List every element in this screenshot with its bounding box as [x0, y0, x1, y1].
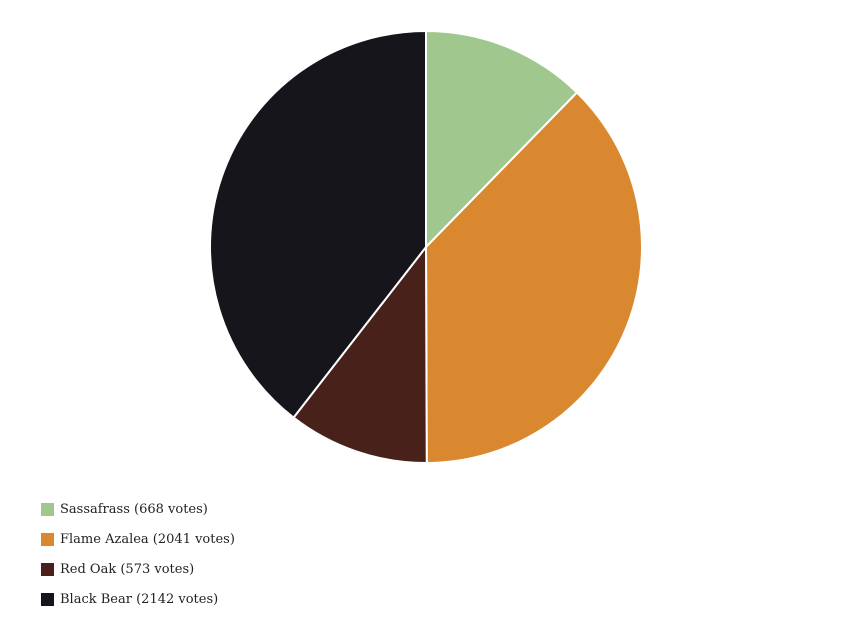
legend-label-flame-azalea: Flame Azalea (2041 votes) [60, 531, 235, 547]
pie-slice-black-bear [209, 30, 427, 419]
legend-swatch-flame-azalea [41, 532, 54, 546]
legend-item-red-oak: Red Oak (573 votes) [41, 554, 235, 584]
legend-label-black-bear: Black Bear (2142 votes) [60, 591, 219, 607]
legend-item-flame-azalea: Flame Azalea (2041 votes) [41, 524, 235, 554]
pie-slice-red-oak [292, 246, 428, 464]
legend-swatch-sassafrass [41, 502, 54, 516]
legend-swatch-red-oak [41, 562, 54, 576]
legend-label-sassafrass: Sassafrass (668 votes) [60, 501, 208, 517]
pie-slice-flame-azalea [425, 91, 643, 464]
pie-slice-sassafrass [425, 30, 578, 248]
pie-plot-area [209, 30, 643, 464]
legend-item-black-bear: Black Bear (2142 votes) [41, 584, 235, 614]
legend-swatch-black-bear [41, 592, 54, 606]
legend-label-red-oak: Red Oak (573 votes) [60, 561, 195, 577]
legend-item-sassafrass: Sassafrass (668 votes) [41, 494, 235, 524]
legend: Sassafrass (668 votes) Flame Azalea (204… [41, 494, 235, 614]
